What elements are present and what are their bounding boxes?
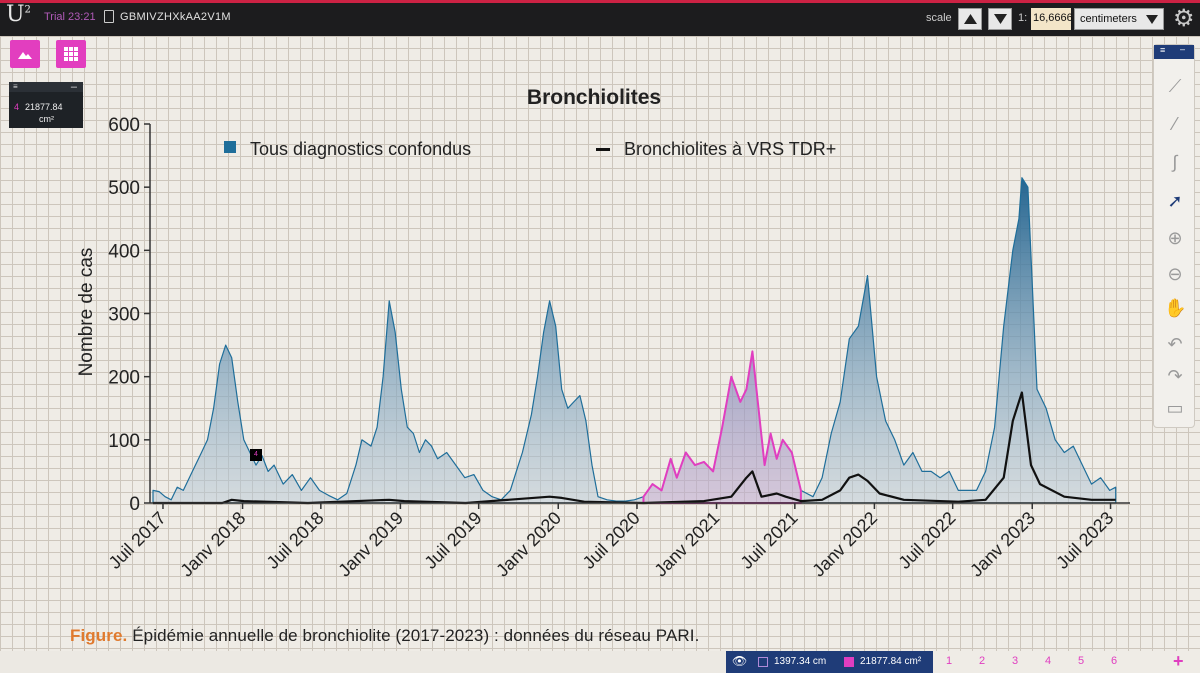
figure-caption: Figure. Épidémie annuelle de bronchiolit…: [70, 626, 699, 646]
chevron-down-icon: [1146, 15, 1158, 24]
top-accent-line: [0, 0, 1200, 3]
unit-select[interactable]: centimeters: [1074, 8, 1164, 30]
page-tab-6[interactable]: 6: [1110, 655, 1118, 667]
grid-button[interactable]: [56, 40, 86, 68]
y-tick-label: 300: [108, 305, 140, 326]
menu-icon[interactable]: ≡: [1160, 45, 1166, 55]
image-button[interactable]: [10, 40, 40, 68]
length-value: 1397.34 cm: [774, 656, 827, 667]
page-tab-4[interactable]: 4: [1044, 655, 1052, 667]
chart-series-area: [152, 177, 1117, 504]
undo-icon[interactable]: ↶: [1167, 334, 1183, 354]
app-logo: U2: [6, 2, 31, 27]
legend-label-line: Bronchiolites à VRS TDR+: [624, 139, 836, 159]
series-area-tous-diagnostics: [152, 177, 1117, 504]
caption-figure-word: Figure.: [70, 626, 128, 645]
triangle-down-icon: [994, 14, 1007, 24]
dropper-icon[interactable]: ∫: [1172, 152, 1178, 172]
y-tick-label: 0: [129, 494, 140, 515]
page-tabs: 1 2 3 4 5 6 +: [933, 651, 1200, 673]
redo-icon[interactable]: ↷: [1167, 366, 1183, 386]
x-tick-label: Juil 2021: [737, 508, 802, 573]
scale-ratio-input[interactable]: 16,6666: [1031, 8, 1073, 30]
measurement-panel-header[interactable]: ≡ –: [9, 81, 83, 93]
zoom-out-icon[interactable]: ⊖: [1167, 264, 1183, 284]
right-toolbar-header[interactable]: ≡ –: [1154, 44, 1194, 59]
gear-icon[interactable]: ⚙: [1173, 5, 1195, 32]
chart-x-ticks: Juil 2017 Janv 2018 Juil 2018 Janv 2019 Juil…: [105, 503, 1117, 581]
chart-series-line: [153, 391, 1116, 505]
area-swatch: [844, 657, 854, 667]
chart-y-axis-label: Nombre de cas: [76, 248, 97, 377]
comment-icon[interactable]: ▭: [1166, 398, 1184, 418]
eye-icon[interactable]: 👁: [732, 654, 748, 668]
x-tick-label: Janv 2023: [966, 508, 1039, 581]
page-tab-2[interactable]: 2: [978, 655, 986, 667]
ruler-icon[interactable]: ⟋: [1168, 76, 1182, 96]
ratio-label: 1:: [1018, 12, 1028, 24]
x-tick-label: Juil 2019: [420, 508, 485, 573]
document-icon: [104, 10, 114, 23]
x-tick-label: Juil 2022: [894, 508, 959, 573]
series-line-vrs: [153, 391, 1116, 505]
image-icon: [18, 52, 32, 59]
x-tick-label: Janv 2019: [334, 508, 407, 581]
measurement-area-unit: cm²: [39, 114, 54, 124]
hand-icon[interactable]: ✋: [1164, 298, 1187, 318]
page-tab-5[interactable]: 5: [1077, 655, 1085, 667]
right-toolbar: ≡ – ⟋ ⁄ ∫ ➚ ⊕ ⊖ ✋ ↶ ↷ ▭: [1153, 44, 1195, 428]
page-tab-1[interactable]: 1: [945, 655, 953, 667]
length-swatch: [758, 657, 768, 667]
scale-label: scale: [926, 12, 952, 24]
measurement-area-value: 21877.84: [25, 102, 63, 112]
drawing-canvas[interactable]: [0, 36, 1200, 651]
scale-down-button[interactable]: [988, 8, 1012, 30]
annotation-marker[interactable]: 4: [250, 449, 262, 461]
top-toolbar: U2 Trial 23:21 GBMIVZHXkAA2V1M scale 1: …: [0, 0, 1200, 36]
x-tick-label: Juil 2017: [105, 508, 170, 573]
chart-axes: [149, 124, 1130, 504]
pointer-icon[interactable]: ➚: [1167, 191, 1183, 211]
y-tick-label: 500: [108, 178, 140, 199]
trial-timer: Trial 23:21: [44, 11, 96, 23]
x-tick-label: Janv 2018: [176, 508, 249, 581]
legend-label-area: Tous diagnostics confondus: [250, 139, 471, 159]
chart-legend: Tous diagnostics confondus Bronchiolites…: [224, 139, 836, 159]
y-tick-label: 100: [108, 431, 140, 452]
x-tick-label: Juil 2023: [1052, 508, 1117, 573]
scale-up-button[interactable]: [958, 8, 982, 30]
menu-icon[interactable]: ≡: [13, 82, 18, 91]
magic-wand-icon[interactable]: ⁄: [1173, 114, 1177, 134]
caption-text: Épidémie annuelle de bronchiolite (2017-…: [127, 626, 700, 645]
legend-swatch-line: [596, 148, 610, 151]
y-tick-label: 600: [108, 115, 140, 136]
add-page-icon[interactable]: +: [1173, 651, 1184, 671]
selection-polygon: [642, 350, 802, 504]
chart-title: Bronchiolites: [527, 86, 661, 109]
y-tick-label: 400: [108, 241, 140, 262]
x-tick-label: Juil 2018: [263, 508, 328, 573]
zoom-in-icon[interactable]: ⊕: [1167, 228, 1183, 248]
x-tick-label: Juil 2020: [579, 508, 644, 573]
measurement-panel[interactable]: ≡ – 4 21877.84 cm²: [9, 81, 83, 128]
grid-icon: [64, 47, 78, 61]
x-tick-label: Janv 2022: [808, 508, 881, 581]
x-tick-label: Janv 2021: [650, 508, 723, 581]
page-tab-3[interactable]: 3: [1011, 655, 1019, 667]
unit-select-value: centimeters: [1080, 13, 1137, 25]
minimize-icon[interactable]: –: [1180, 44, 1186, 54]
y-tick-label: 200: [108, 368, 140, 389]
chart-y-ticks: 0 100 200 300 400 500 600: [108, 115, 150, 515]
minimize-icon[interactable]: –: [70, 81, 77, 93]
x-tick-label: Janv 2020: [492, 508, 565, 581]
area-value: 21877.84 cm²: [860, 656, 922, 667]
measurement-index: 4: [14, 102, 20, 112]
triangle-up-icon: [964, 14, 977, 24]
legend-swatch-area: [224, 141, 236, 153]
chart-selection: [642, 350, 802, 504]
document-name[interactable]: GBMIVZHXkAA2V1M: [120, 11, 231, 23]
